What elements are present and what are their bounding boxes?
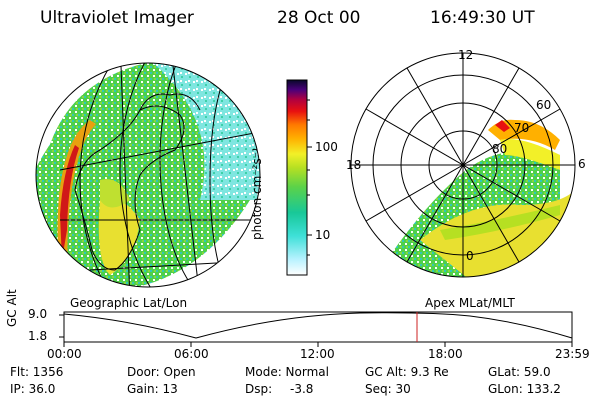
colorbar-tick-100: 100 [315,140,338,154]
timeline-y-label: GC Alt [5,289,19,327]
geographic-frame [35,62,261,288]
polar-grid [350,52,576,278]
status-seq: Seq: 30 [365,382,411,396]
status-ip: IP: 36.0 [10,382,56,396]
mlt-label-18: 18 [346,158,362,172]
status-glat: GLat: 59.0 [488,365,551,379]
geographic-caption: Geographic Lat/Lon [70,296,188,310]
status-glon: GLon: 133.2 [488,382,561,396]
status-gc-alt: GC Alt: 9.3 Re [365,365,449,379]
timeline-x-tick-2359: 23:59 [555,347,590,361]
app-title: Ultraviolet Imager [40,8,194,28]
mlt-label-12: 12 [458,48,474,62]
timeline-x-tick-0000: 00:00 [47,347,82,361]
timeline-ticks [59,314,573,347]
timeline-x-tick-1200: 12:00 [300,347,335,361]
timeline-x-tick-1800: 18:00 [428,347,463,361]
time-label: 16:49:30 UT [430,8,535,28]
timeline-x-tick-0600: 06:00 [174,347,209,361]
timeline-y-tick-1-8: 1.8 [28,329,48,343]
status-dsp-label: Dsp: [245,382,273,396]
colorbar-tick-10: 10 [315,228,331,242]
date-label: 28 Oct 00 [277,8,361,28]
colorbar-label: photon cm⁻²s⁻¹ [250,147,264,240]
lat-label-80: 80 [492,142,508,156]
colorbar [286,79,308,276]
lat-label-70: 70 [514,121,530,135]
timeline-y-tick-9: 9.0 [28,307,48,321]
timeline-plot [63,311,573,343]
mlt-label-6: 6 [578,157,586,171]
status-mode: Mode: Normal [245,365,329,379]
geographic-image [36,63,260,287]
status-dsp-value: -3.8 [290,382,314,396]
status-gain: Gain: 13 [127,382,178,396]
mlt-label-0: 0 [466,249,474,263]
altitude-curve [63,312,573,339]
lat-label-60: 60 [536,98,552,112]
geographic-grid [59,63,260,287]
status-flt: Flt: 1356 [10,365,64,379]
status-door: Door: Open [127,365,196,379]
apex-caption: Apex MLat/MLT [425,296,515,310]
